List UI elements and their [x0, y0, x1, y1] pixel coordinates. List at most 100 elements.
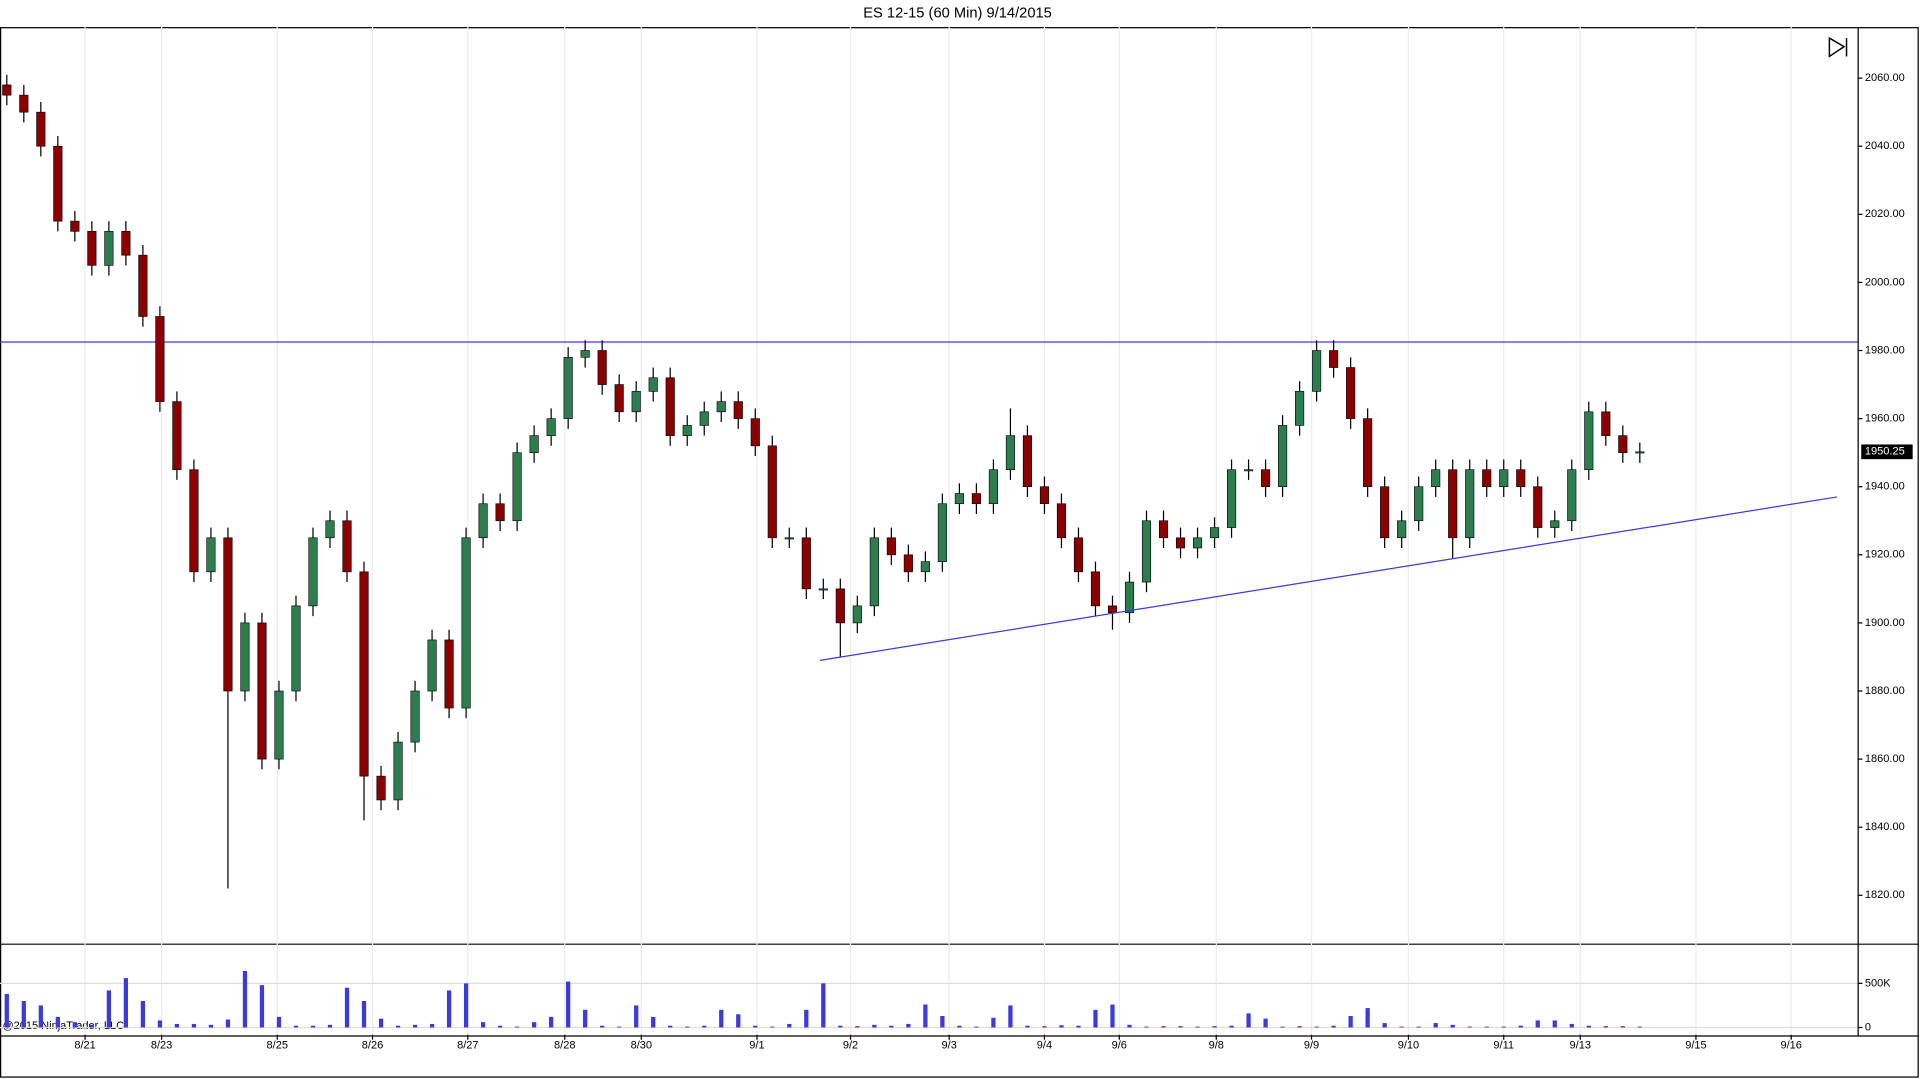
candle-body	[1601, 411, 1611, 436]
y-tick-label: 1980.00	[1865, 344, 1905, 356]
volume-bar	[1365, 1008, 1370, 1028]
candle-body	[546, 418, 556, 436]
candle-body	[818, 588, 828, 591]
candle-body	[1244, 469, 1254, 472]
volume-bar	[1127, 1024, 1132, 1028]
candle-body	[325, 520, 335, 539]
volume-bar	[1042, 1026, 1047, 1028]
candle-body	[1209, 527, 1220, 539]
candle-body	[240, 622, 250, 692]
candle-body	[529, 435, 539, 453]
volume-bar	[1535, 1020, 1540, 1028]
volume-bar	[1178, 1026, 1183, 1028]
candle-body	[274, 690, 284, 760]
candle-body	[189, 469, 199, 573]
volume-bar	[753, 1025, 758, 1028]
volume-bar	[889, 1025, 894, 1028]
volume-bar	[532, 1022, 537, 1028]
volume-bar	[1467, 1026, 1472, 1028]
candle-body	[971, 493, 981, 505]
volume-bar	[566, 981, 571, 1028]
volume-bar	[821, 983, 826, 1028]
candle-body	[223, 537, 233, 692]
x-tick-label: 9/13	[1570, 1040, 1591, 1052]
volume-bar	[208, 1024, 214, 1028]
volume-bar	[1144, 1026, 1149, 1028]
candle-body	[563, 357, 573, 419]
volume-bar	[429, 1023, 435, 1028]
volume-bar	[89, 1024, 94, 1028]
volume-bar	[242, 971, 248, 1028]
volume-bar	[497, 1025, 503, 1028]
play-icon[interactable]	[1828, 36, 1848, 58]
volume-bar	[617, 1026, 622, 1028]
volume-bar	[412, 1024, 418, 1028]
candle-body	[1618, 435, 1628, 453]
y-tick-label: 1840.00	[1865, 821, 1905, 833]
x-tick-label: 9/9	[1304, 1040, 1319, 1052]
candle-body	[1499, 469, 1509, 488]
candle-body	[1448, 469, 1458, 539]
volume-bar	[1212, 1026, 1217, 1028]
candle-body	[801, 537, 811, 590]
candle-body	[1533, 486, 1543, 528]
volume-bar	[55, 1016, 60, 1028]
volume-bar	[361, 1001, 367, 1028]
volume-bar	[634, 1005, 639, 1028]
volume-bar	[1314, 1026, 1319, 1028]
candle-body	[937, 503, 947, 562]
x-tick-label: 8/25	[267, 1040, 288, 1052]
x-tick-label: 9/8	[1209, 1040, 1224, 1052]
last-price-box	[1861, 444, 1913, 460]
candle-body	[1158, 520, 1169, 539]
frame	[0, 27, 1919, 1078]
volume-bar	[1093, 1009, 1098, 1028]
candle-body	[1482, 469, 1492, 488]
candle-body	[1584, 411, 1594, 470]
x-tick-label: 8/27	[457, 1040, 478, 1052]
candle-body	[1073, 537, 1084, 573]
candle-body	[920, 561, 930, 573]
candle-body	[682, 425, 692, 436]
volume-bar	[1399, 1026, 1404, 1028]
candle-body	[869, 537, 879, 607]
y-tick-label: 1820.00	[1865, 889, 1905, 901]
candle-body	[699, 411, 709, 426]
volume-bar	[872, 1024, 877, 1028]
volume-bar	[838, 1025, 843, 1028]
volume-bar	[395, 1025, 401, 1028]
candle-body	[410, 690, 420, 743]
volume-bar	[1552, 1020, 1557, 1028]
candle-body	[1346, 367, 1356, 419]
volume-bar	[923, 1004, 928, 1028]
y-tick-label: 1900.00	[1865, 617, 1905, 629]
candle-body	[852, 605, 862, 624]
volume-bar	[1025, 1025, 1030, 1028]
candle-body	[172, 401, 182, 470]
volume-bar	[940, 1016, 945, 1028]
candle-body	[427, 639, 437, 692]
volume-bar	[1195, 1026, 1200, 1028]
trend-line	[819, 496, 1838, 661]
candle-body	[784, 537, 794, 540]
volume-bar	[1484, 1026, 1489, 1028]
candle-body	[1056, 503, 1067, 539]
volume-bar	[293, 1025, 299, 1028]
candle-body	[1005, 435, 1015, 470]
candle-body	[1022, 435, 1032, 488]
candle-body	[359, 571, 369, 777]
candle-body	[954, 493, 964, 505]
candle-body	[886, 537, 896, 556]
volume-bar	[446, 990, 452, 1028]
candle-body	[495, 503, 505, 522]
candle-body	[903, 554, 913, 573]
volume-bar	[1348, 1016, 1353, 1028]
candle-body	[1107, 605, 1118, 614]
candle-body	[206, 537, 216, 573]
candle-body	[1141, 520, 1152, 583]
x-tick-label: 8/30	[631, 1040, 652, 1052]
candle-body	[1465, 469, 1475, 539]
volume-bar	[191, 1023, 197, 1028]
volume-bar	[1382, 1023, 1387, 1028]
candle-body	[138, 254, 148, 317]
